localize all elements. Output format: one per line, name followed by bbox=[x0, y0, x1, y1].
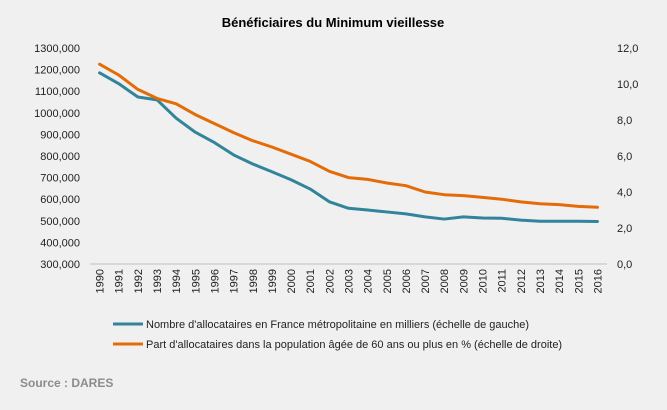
series-line-2 bbox=[98, 62, 599, 209]
x-tick-label: 1999 bbox=[267, 269, 279, 293]
legend-label-series-2: Part d'allocataires dans la population â… bbox=[146, 339, 562, 351]
x-tick-label: 1996 bbox=[209, 269, 221, 293]
x-tick-label: 1991 bbox=[114, 269, 126, 293]
right-y-tick-label: 8,0 bbox=[617, 115, 632, 127]
left-y-tick-label: 1000,000 bbox=[34, 108, 80, 120]
legend-label-series-1: Nombre d'allocataires en France métropol… bbox=[146, 319, 529, 331]
right-y-tick-label: 4,0 bbox=[617, 187, 632, 199]
x-tick-label: 2007 bbox=[420, 269, 432, 293]
right-y-tick-label: 0,0 bbox=[617, 259, 632, 271]
x-tick-label: 2004 bbox=[363, 269, 375, 293]
left-y-tick-label: 400,000 bbox=[40, 237, 80, 249]
left-y-tick-label: 1200,000 bbox=[34, 65, 80, 77]
left-y-tick-label: 500,000 bbox=[40, 216, 80, 228]
x-tick-label: 1997 bbox=[229, 269, 241, 293]
source-note: Source : DARES bbox=[20, 376, 114, 390]
x-tick-label: 1995 bbox=[190, 269, 202, 293]
x-tick-label: 2016 bbox=[592, 269, 604, 293]
x-tick-label: 1994 bbox=[171, 269, 183, 293]
x-tick-label: 2000 bbox=[286, 269, 298, 293]
left-y-tick-label: 600,000 bbox=[40, 194, 80, 206]
x-tick-label: 1998 bbox=[248, 269, 260, 293]
x-tick-label: 1990 bbox=[95, 269, 107, 293]
x-tick-label: 2015 bbox=[573, 269, 585, 293]
legend: Nombre d'allocataires en France métropol… bbox=[113, 319, 562, 351]
x-tick-label: 2010 bbox=[478, 269, 490, 293]
right-y-tick-label: 12,0 bbox=[617, 43, 638, 55]
x-tick-label: 2013 bbox=[535, 269, 547, 293]
series-lines bbox=[98, 62, 599, 223]
left-y-tick-label: 800,000 bbox=[40, 151, 80, 163]
left-y-tick-label: 700,000 bbox=[40, 173, 80, 185]
x-tick-label: 1992 bbox=[133, 269, 145, 293]
left-y-tick-label: 1100,000 bbox=[35, 86, 80, 98]
left-y-tick-label: 900,000 bbox=[40, 129, 80, 141]
left-y-axis: 300,000 400,000 500,000 600,000 700,000 800,0… bbox=[34, 43, 80, 271]
right-y-tick-label: 6,0 bbox=[617, 151, 632, 163]
x-tick-label: 2002 bbox=[324, 269, 336, 293]
x-tick-label: 2009 bbox=[458, 269, 470, 293]
x-tick-label: 2005 bbox=[382, 269, 394, 293]
left-y-tick-label: 300,000 bbox=[40, 259, 80, 271]
x-tick-label: 1993 bbox=[152, 269, 164, 293]
right-y-axis: 0,0 2,0 4,0 6,0 8,0 10,0 12,0 bbox=[617, 43, 638, 271]
x-tick-label: 2003 bbox=[344, 269, 356, 293]
x-tick-label: 2006 bbox=[401, 269, 413, 293]
x-tick-label: 2011 bbox=[497, 269, 509, 293]
series-line-1 bbox=[98, 71, 599, 223]
x-axis: 1990 1991 1992 1993 1994 1995 1996 1997 1998 1999… bbox=[90, 263, 607, 293]
x-tick-label: 2001 bbox=[305, 269, 317, 293]
x-tick-label: 2008 bbox=[439, 269, 451, 293]
left-y-tick-label: 1300,000 bbox=[34, 43, 80, 55]
x-tick-label: 2014 bbox=[554, 269, 566, 293]
chart-title: Bénéficiaires du Minimum vieillesse bbox=[222, 15, 445, 30]
right-y-tick-label: 10,0 bbox=[617, 79, 638, 91]
right-y-tick-label: 2,0 bbox=[617, 223, 632, 235]
x-tick-label: 2012 bbox=[516, 269, 528, 293]
